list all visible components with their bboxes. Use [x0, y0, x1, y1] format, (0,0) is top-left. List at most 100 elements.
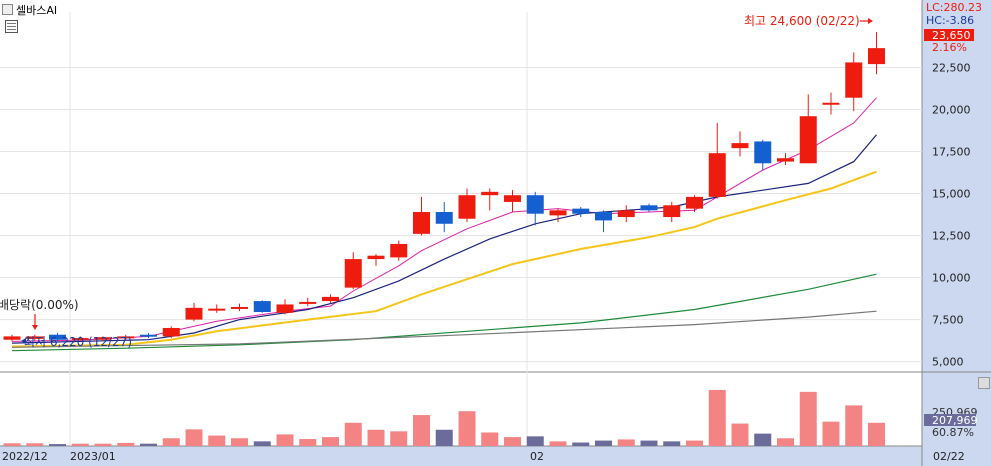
volume-bar — [777, 438, 794, 446]
candle-body — [413, 212, 430, 234]
candle-body — [549, 210, 567, 216]
current-price-label: 23,650 — [932, 29, 971, 42]
volume-bar — [595, 440, 612, 446]
volume-bar — [140, 443, 157, 446]
volume-bar — [481, 432, 499, 446]
candle-body — [458, 195, 476, 219]
x-tick-label: 02 — [530, 450, 544, 463]
candle-body — [663, 205, 681, 218]
low-annotation: 최저 6,220 (12/27) — [24, 335, 132, 349]
candle-body — [777, 158, 794, 162]
volume-bar — [663, 441, 681, 446]
ex-dividend-label: 배당락(0.00%) — [0, 298, 79, 312]
x-tick-label: 2023/01 — [70, 450, 116, 463]
candle-body — [504, 195, 521, 202]
candle-body — [253, 301, 271, 313]
x-axis-background — [0, 446, 922, 466]
candle-body — [367, 255, 385, 260]
candle-body — [572, 208, 590, 214]
candle-body — [276, 304, 294, 313]
candle-body — [799, 116, 817, 164]
candle-body — [754, 141, 772, 164]
volume-bar — [526, 436, 544, 446]
ma240-line — [11, 310, 877, 348]
candle-body — [3, 336, 21, 340]
volume-bar — [3, 443, 21, 446]
x-tick-label: 2022/12 — [2, 450, 48, 463]
volume-bar — [322, 437, 339, 446]
candle-body — [26, 336, 44, 339]
volume-bar — [117, 442, 135, 446]
candle-body — [526, 195, 544, 214]
window-icon — [2, 4, 13, 15]
volume-bar — [185, 429, 203, 446]
candle-body — [617, 210, 635, 218]
candle-body — [162, 327, 180, 337]
volume-bar — [640, 440, 658, 446]
volume-bar — [208, 435, 226, 446]
candle-body — [117, 336, 135, 339]
volume-bar — [231, 438, 248, 446]
volume-bar — [344, 422, 362, 446]
candle-body — [299, 301, 317, 304]
volume-avg-box — [924, 414, 976, 426]
panel-resize-icon[interactable] — [978, 377, 990, 389]
candle-body — [822, 102, 840, 105]
table-view-icon[interactable] — [5, 20, 18, 33]
low-arrow-head — [21, 338, 26, 344]
candle-body — [208, 308, 226, 311]
volume-bar — [617, 439, 635, 446]
candle-body — [390, 243, 408, 258]
volume-bar — [754, 433, 772, 446]
volume-bar — [868, 422, 885, 446]
volume-bar — [708, 389, 726, 446]
hc-label: HC:-3.86 — [926, 14, 974, 27]
ma20-line — [11, 134, 877, 344]
candle-body — [845, 62, 863, 98]
ma120-line — [11, 273, 877, 352]
candle-body — [71, 338, 89, 341]
candle-body — [344, 259, 362, 288]
volume-bar — [367, 429, 385, 446]
volume-bar — [253, 441, 271, 446]
volume-bar — [71, 443, 89, 446]
candle-body — [435, 212, 453, 224]
stock-tab[interactable]: 셀바스AI — [2, 2, 57, 17]
current-price-box — [924, 29, 974, 41]
volume-bar — [572, 442, 590, 446]
volume-bar — [49, 444, 66, 446]
candle-body — [185, 307, 203, 320]
y-tick-label: 15,000 — [932, 188, 971, 201]
volume-bar — [162, 438, 180, 446]
volume-bar — [458, 411, 476, 446]
volume-bar — [413, 415, 430, 446]
volume-bar — [435, 429, 453, 446]
volume-bar — [822, 421, 840, 446]
volume-bar — [276, 434, 294, 446]
candle-body — [868, 48, 885, 65]
y-tick-label: 5,000 — [932, 356, 964, 369]
volume-bar — [390, 431, 408, 446]
y-tick-label: 12,500 — [932, 230, 971, 243]
change-pct-label: 2.16% — [932, 41, 967, 54]
candle-body — [595, 212, 612, 221]
volume-avg-label: 207,969 — [932, 414, 978, 427]
volume-bar — [549, 441, 567, 446]
candle-body — [94, 337, 112, 340]
candle-body — [640, 205, 658, 211]
volume-bar — [94, 443, 112, 446]
volume-bar — [26, 443, 44, 446]
stock-name: 셀바스AI — [16, 3, 58, 17]
y-tick-label: 10,000 — [932, 272, 971, 285]
candle-body — [140, 334, 157, 337]
lc-label: LC:280.23 — [926, 1, 982, 14]
volume-bar — [799, 391, 817, 446]
volume-bar — [686, 440, 703, 446]
y-tick-label: 20,000 — [932, 103, 971, 116]
x-tick-label: 02/22 — [933, 450, 965, 463]
candle-body — [322, 296, 339, 302]
candle-body — [49, 334, 66, 340]
y-tick-label: 22,500 — [932, 61, 971, 74]
high-annotation: 최고 24,600 (02/22) — [744, 14, 860, 28]
